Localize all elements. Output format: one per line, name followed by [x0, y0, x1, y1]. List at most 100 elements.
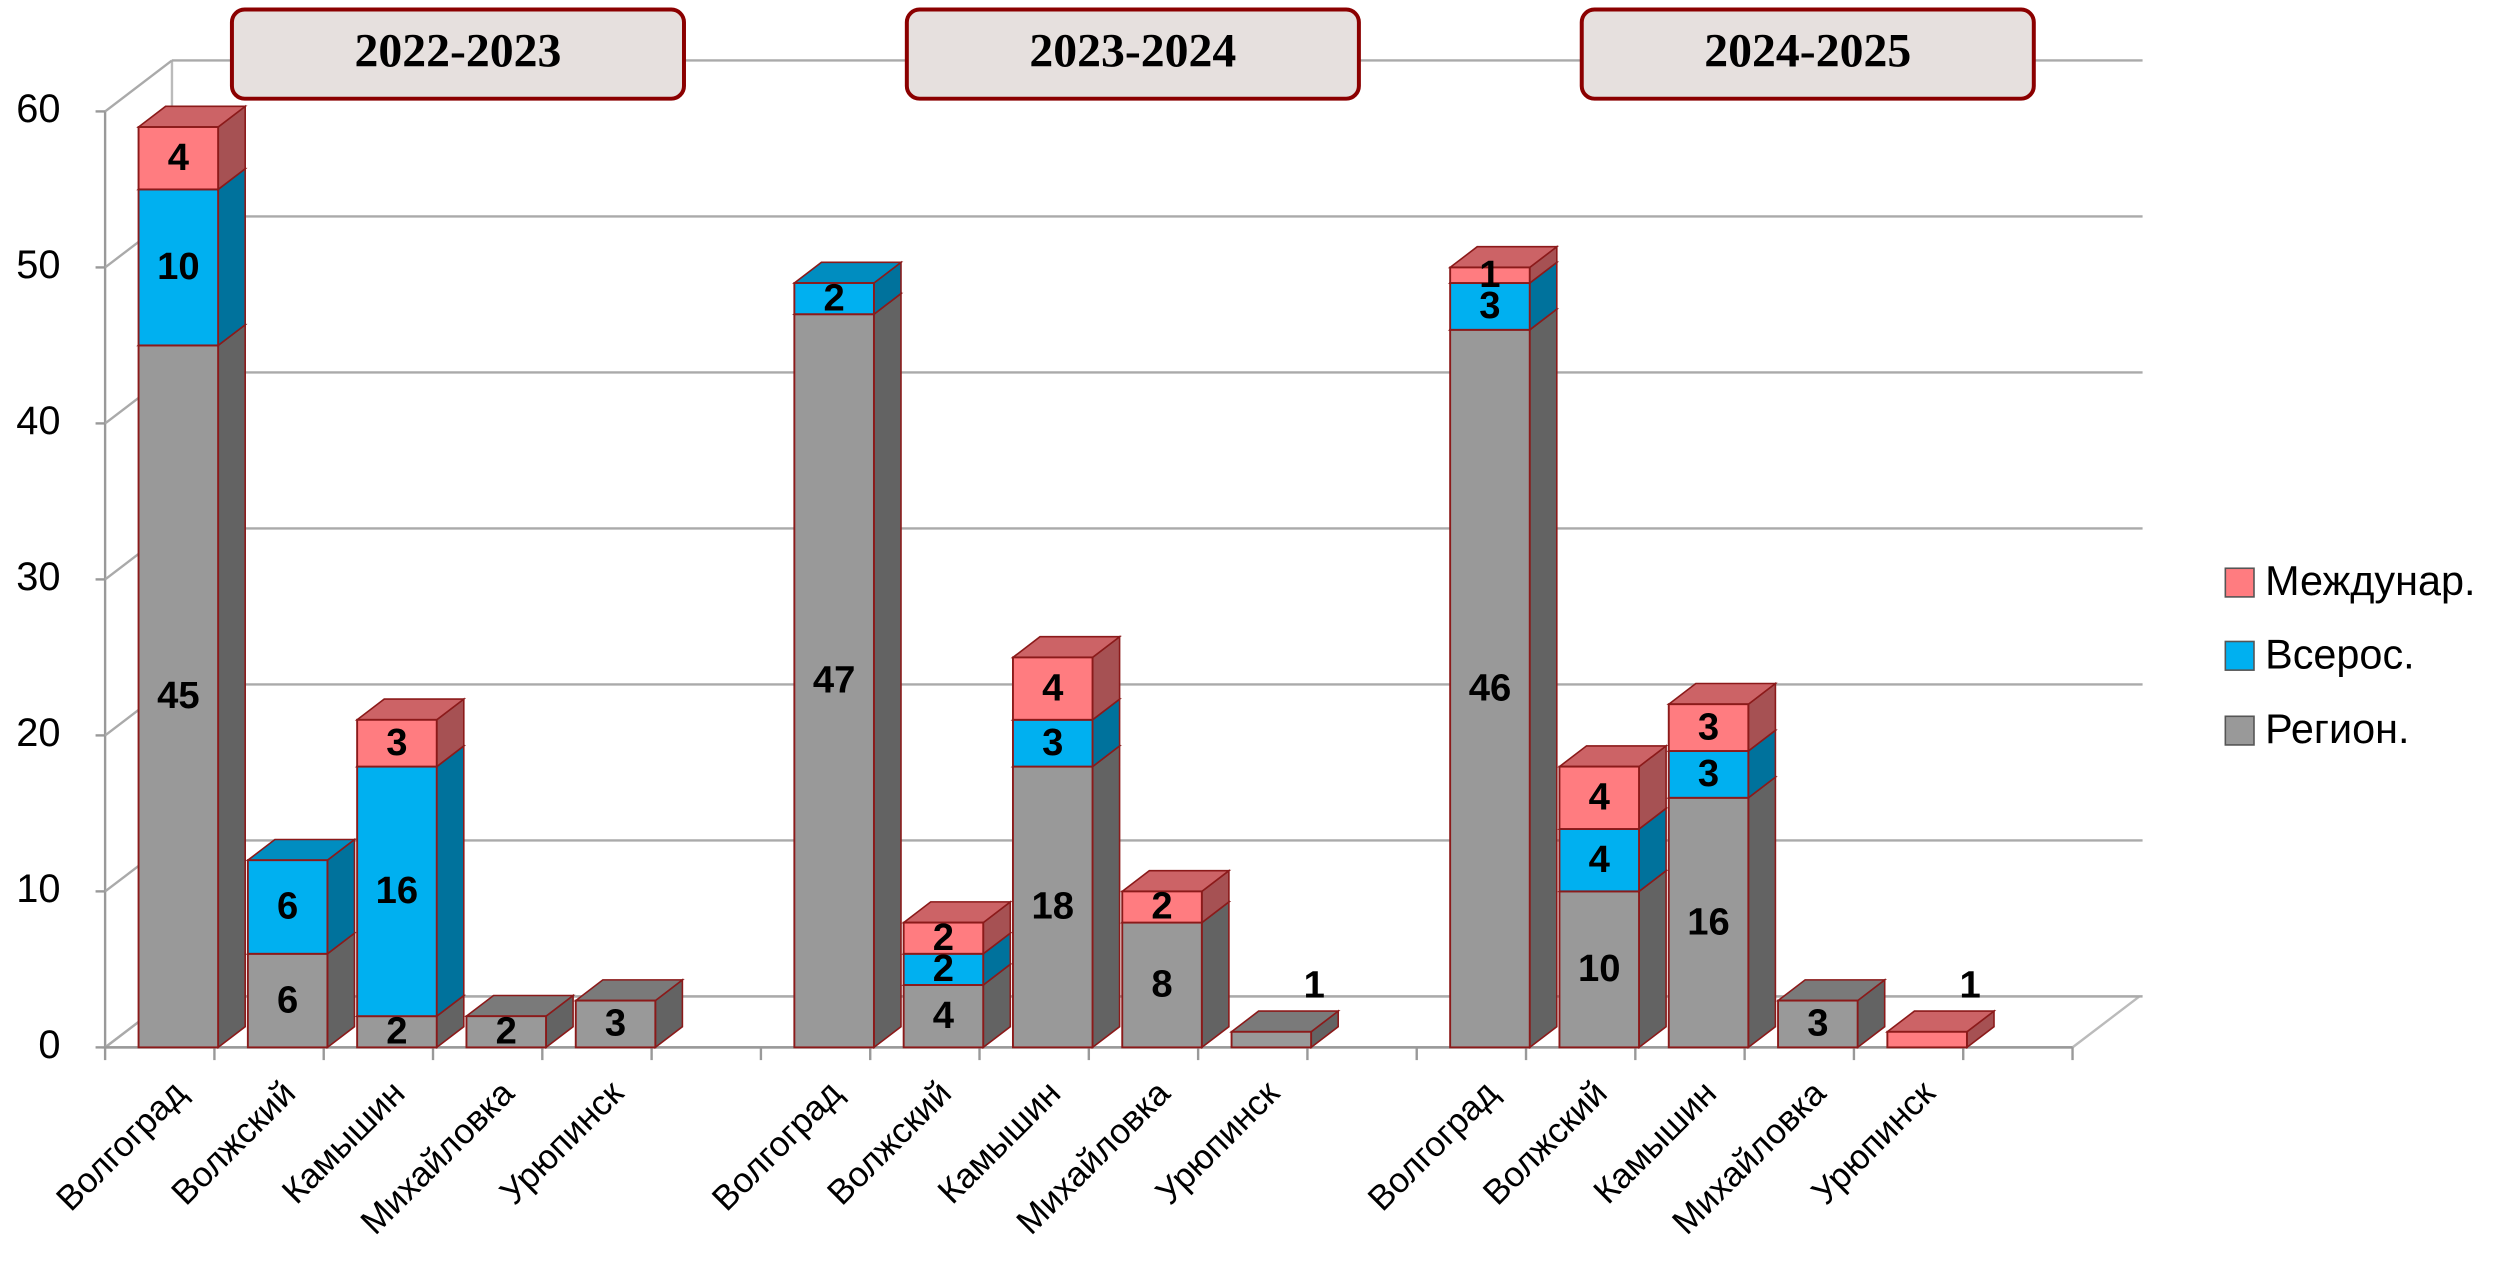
grid-line-side: [104, 59, 173, 113]
bar-segment: [464, 993, 576, 1049]
data-label: 4: [1589, 838, 1611, 881]
bar: [1230, 1030, 1313, 1049]
bar: [356, 765, 438, 1018]
bar: [1449, 282, 1531, 331]
group-label: 2022-2023: [355, 25, 562, 78]
bar: [1886, 1030, 1968, 1049]
bar-side: [1638, 869, 1667, 1049]
group-box: [229, 7, 686, 101]
bar-side: [217, 167, 246, 348]
bar-segment: [1666, 775, 1778, 1049]
bar: [1667, 703, 1750, 752]
legend-label: Регион.: [2265, 706, 2409, 752]
group-box: [904, 7, 1361, 101]
bar: [1558, 765, 1640, 830]
bar: [1667, 796, 1750, 1049]
bar: [356, 718, 438, 768]
legend-swatch: [2224, 640, 2255, 671]
bar: [356, 1015, 438, 1049]
legend-label: Всерос.: [2265, 631, 2415, 677]
bar: [1667, 750, 1750, 799]
data-label: 8: [1151, 963, 1172, 1006]
data-label: 4: [1042, 666, 1064, 709]
data-label: 2: [1151, 885, 1172, 928]
bar-segment: [901, 900, 1013, 956]
bar-segment: [1885, 1009, 1997, 1049]
bar-segment: [1447, 307, 1560, 1049]
y-tick-label: 30: [16, 555, 60, 599]
y-tick-label: 40: [16, 399, 60, 443]
bar-segment: [354, 697, 467, 769]
data-label: 3: [1479, 284, 1500, 327]
legend-swatch: [2224, 567, 2255, 598]
bar-segment: [791, 260, 904, 316]
data-label: 3: [1807, 1002, 1828, 1045]
bar-side: [217, 323, 246, 1049]
bar: [1777, 999, 1859, 1049]
bar-segment: [136, 104, 248, 192]
data-label: 4: [933, 994, 955, 1037]
bar: [1449, 266, 1531, 284]
bar: [137, 188, 220, 347]
bar: [902, 984, 985, 1049]
bar: [902, 921, 985, 955]
bar-side: [1528, 307, 1558, 1049]
bar-segment: [1666, 681, 1778, 753]
data-label: 2: [496, 1009, 517, 1052]
group-label: 2023-2024: [1029, 25, 1236, 78]
y-tick-label: 60: [16, 87, 60, 131]
data-label: 1: [1479, 253, 1500, 296]
bar-side: [873, 291, 902, 1049]
y-tick-label: 50: [16, 243, 60, 287]
group-box: [1579, 7, 2036, 101]
bar: [793, 313, 875, 1049]
bar-segment: [1447, 245, 1560, 285]
bar-side: [1201, 900, 1230, 1049]
data-label: 3: [1042, 721, 1063, 764]
data-label: 46: [1469, 666, 1511, 709]
data-label: 18: [1032, 885, 1074, 928]
bar: [1449, 328, 1531, 1049]
data-label: 4: [168, 136, 190, 179]
bar: [1558, 828, 1640, 893]
data-label: 2: [386, 1009, 407, 1052]
bar-segment: [1775, 978, 1888, 1049]
y-tick-label: 10: [16, 867, 60, 911]
bar: [1011, 718, 1094, 768]
data-label: 3: [605, 1002, 626, 1045]
legend-swatch: [2224, 715, 2255, 746]
data-label: 47: [813, 658, 855, 701]
data-label: 6: [277, 885, 298, 928]
data-label: 3: [386, 721, 407, 764]
group-label: 2024-2025: [1704, 25, 1911, 78]
data-label: 6: [277, 978, 298, 1021]
bar: [1121, 921, 1203, 1049]
bar-segment: [1557, 744, 1669, 831]
bar: [137, 344, 220, 1049]
bar-segment: [1119, 900, 1232, 1049]
bar-segment: [245, 837, 357, 956]
bar: [1121, 890, 1203, 924]
x-tick-label: Волгоград: [49, 1073, 194, 1218]
bar-segment: [1229, 1009, 1341, 1049]
x-tick-label: Волгоград: [705, 1073, 850, 1218]
bar: [246, 859, 329, 955]
bar-segment: [1010, 635, 1122, 722]
bar-segment: [573, 978, 685, 1049]
bar-side: [1091, 744, 1121, 1049]
bar: [465, 1015, 547, 1049]
data-label: 1: [1960, 963, 1981, 1006]
x-tick-label: Волгоград: [1360, 1073, 1505, 1218]
legend-label: Междунар.: [2265, 558, 2475, 604]
data-label: 10: [1578, 947, 1620, 990]
bar-segment: [1119, 869, 1232, 925]
data-label: 16: [376, 869, 418, 912]
data-label: 2: [933, 916, 954, 959]
data-label: 10: [157, 245, 199, 288]
bar: [1011, 656, 1094, 721]
data-label: 3: [1698, 752, 1719, 795]
bar: [137, 126, 220, 191]
y-tick-label: 20: [16, 711, 60, 755]
data-label: 2: [824, 276, 845, 319]
